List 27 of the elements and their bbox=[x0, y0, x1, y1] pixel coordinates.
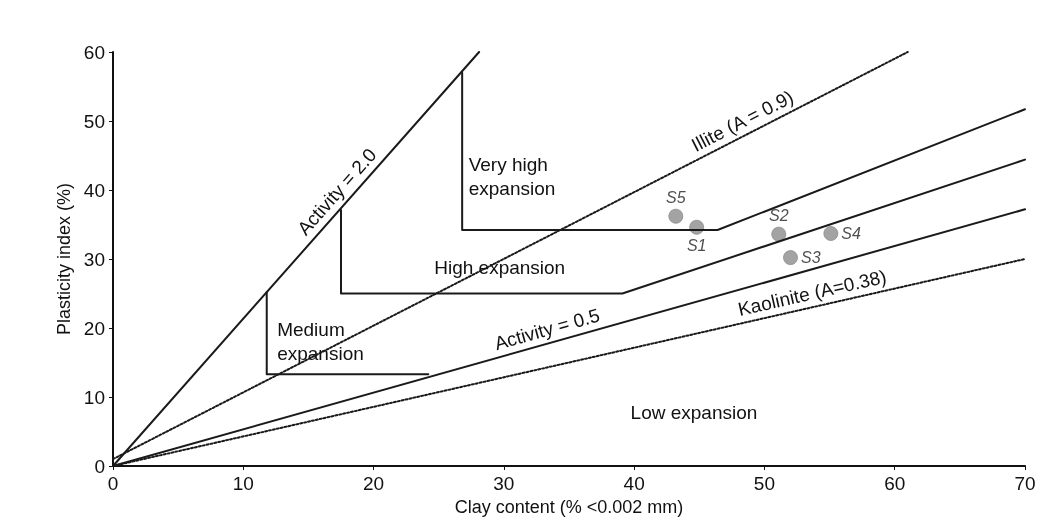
data-label: S5 bbox=[666, 189, 686, 207]
y-tick-label: 20 bbox=[83, 317, 105, 339]
x-tick-label: 0 bbox=[107, 473, 119, 494]
x-tick-label: 60 bbox=[884, 473, 906, 494]
data-label: S3 bbox=[800, 249, 821, 267]
y-tick-label: 0 bbox=[94, 455, 105, 477]
data-label: S4 bbox=[841, 224, 862, 242]
x-tick-label: 70 bbox=[1014, 473, 1036, 494]
x-tick-label: 50 bbox=[753, 473, 775, 494]
annotation: Low expansion bbox=[630, 401, 758, 423]
annotation: Very high expansion bbox=[468, 153, 556, 199]
y-tick-label: 30 bbox=[83, 248, 105, 270]
x-tick-label: 40 bbox=[623, 473, 645, 494]
x-tick-label: 10 bbox=[232, 473, 254, 494]
text: Illite (A = 0.9) bbox=[688, 86, 797, 156]
y-axis-title: Plasticity index (%) bbox=[53, 182, 74, 336]
x-tick-label: 30 bbox=[493, 473, 515, 494]
y-tick-label: 50 bbox=[83, 110, 105, 132]
y-tick-label: 10 bbox=[83, 386, 105, 408]
text: Kaolinite (A=0.38) bbox=[735, 265, 889, 320]
data-label: S1 bbox=[686, 237, 707, 255]
x-axis-title: Clay content (% <0.002 mm) bbox=[454, 496, 684, 517]
data-label: S2 bbox=[768, 207, 789, 225]
x-tick-label: 20 bbox=[363, 473, 385, 494]
text: Activity = 0.5 bbox=[492, 304, 602, 355]
y-tick-label: 40 bbox=[83, 179, 105, 201]
y-tick-label: 60 bbox=[83, 41, 105, 63]
